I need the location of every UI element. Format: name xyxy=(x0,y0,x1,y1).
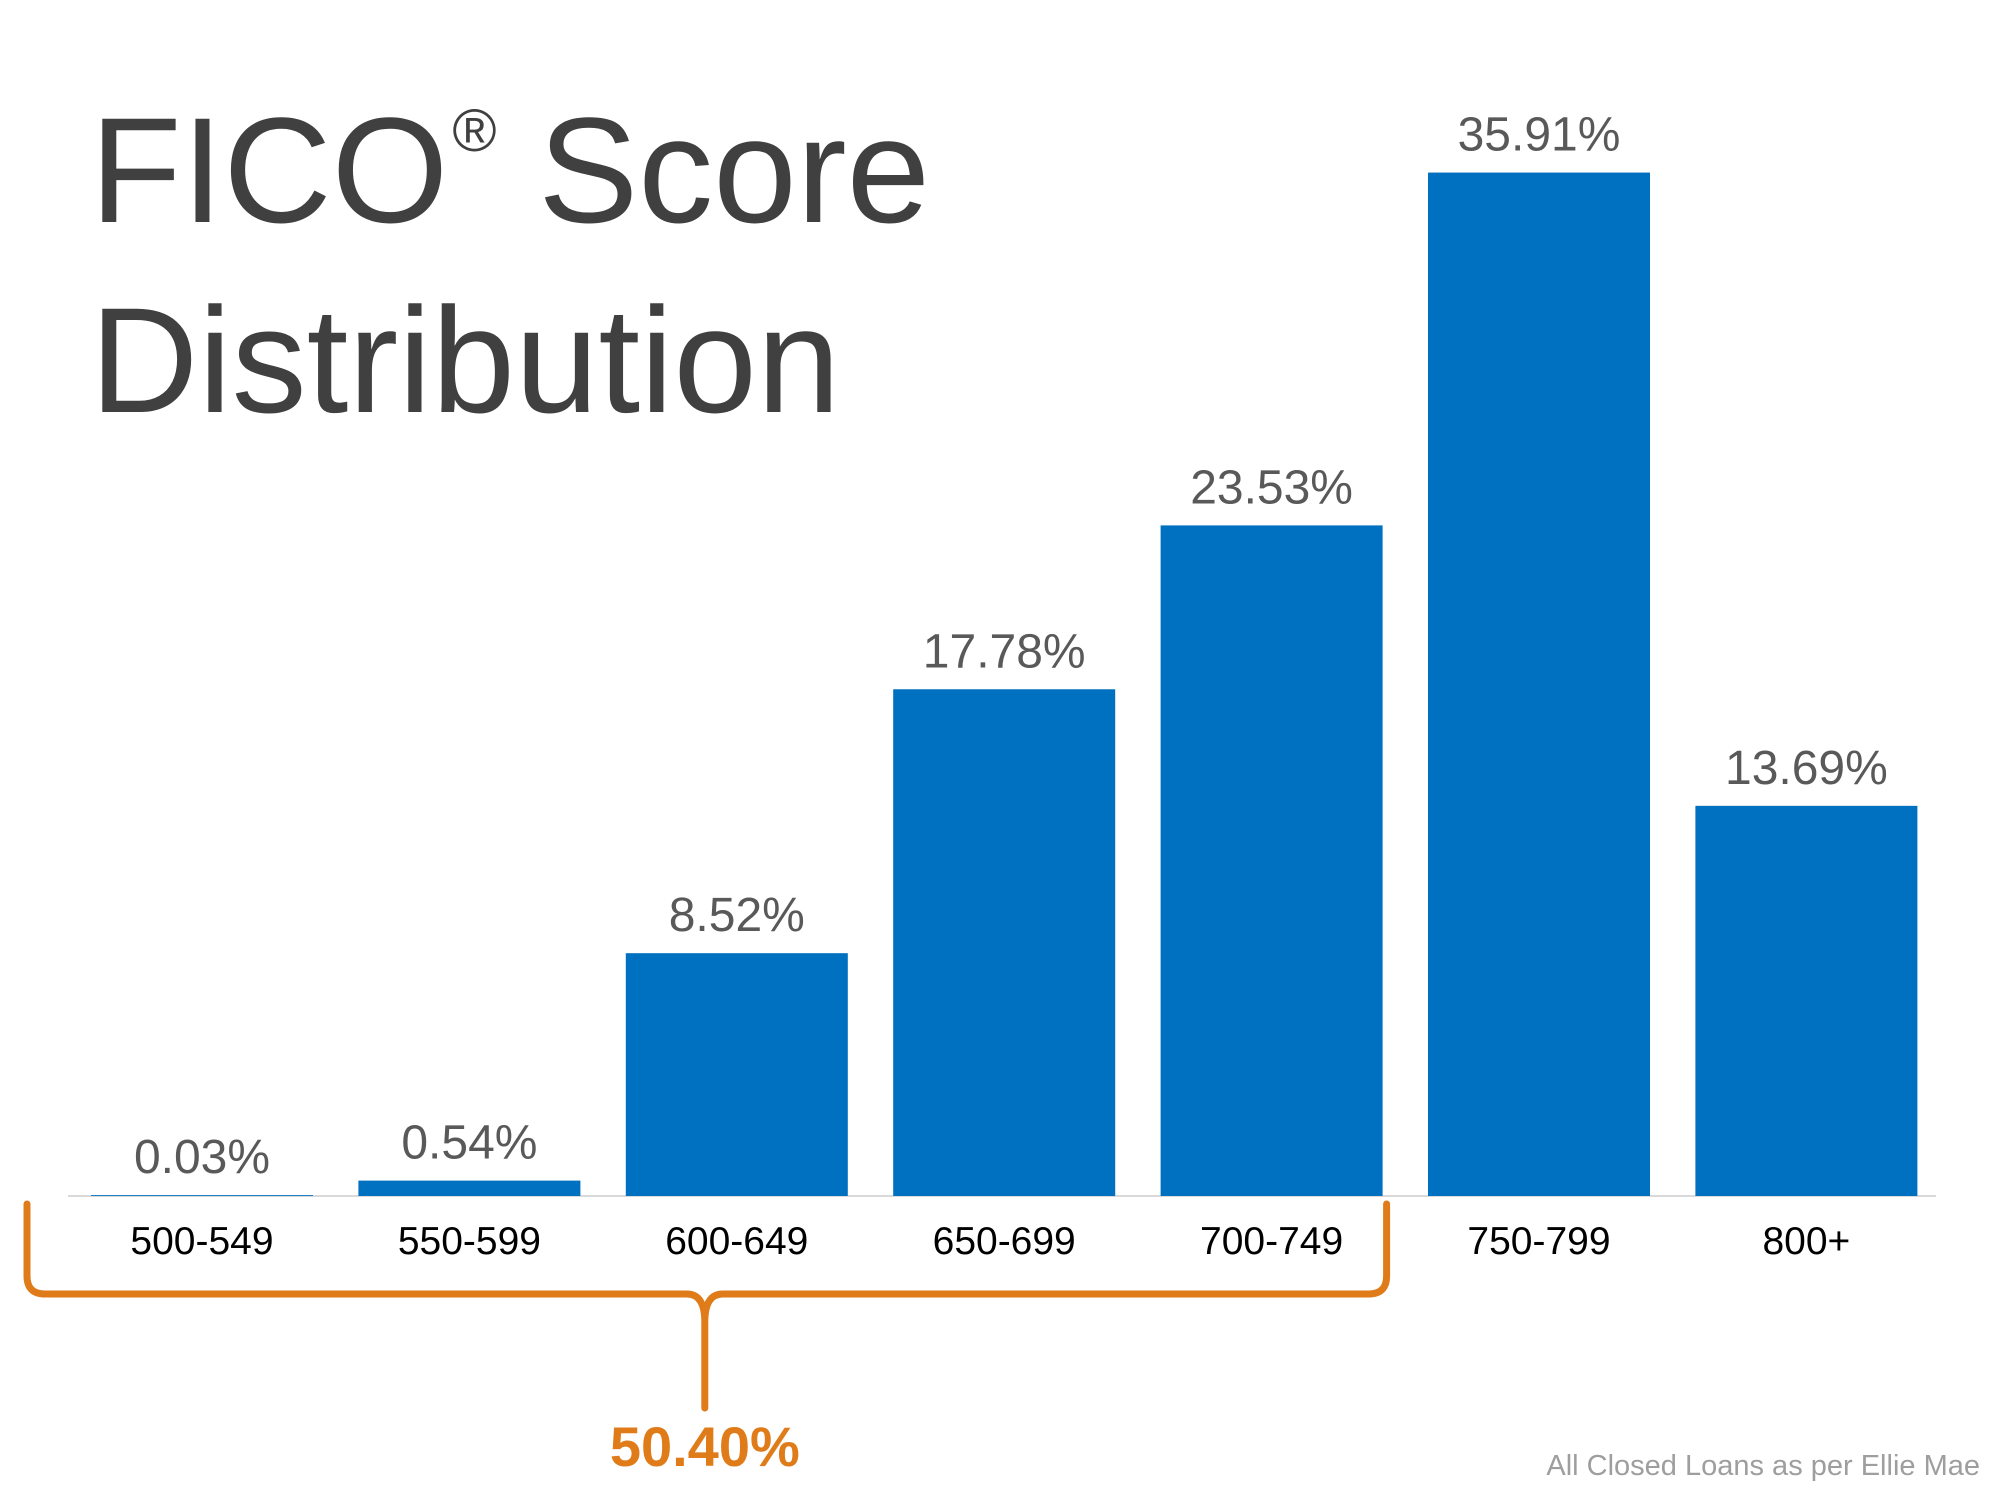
bar-650-699 xyxy=(893,689,1116,1196)
tick-label-700-749: 700-749 xyxy=(1200,1220,1343,1263)
value-label-700-749: 23.53% xyxy=(1190,461,1353,514)
bar-500-549 xyxy=(91,1195,313,1196)
tick-label-800+: 800+ xyxy=(1762,1220,1850,1263)
title-fico: FICO xyxy=(90,86,449,254)
bar-800+ xyxy=(1695,805,1918,1196)
value-label-750-799: 35.91% xyxy=(1458,109,1621,162)
source-note: All Closed Loans as per Ellie Mae xyxy=(1546,1450,1980,1482)
tick-label-600-649: 600-649 xyxy=(665,1220,808,1263)
group-brace xyxy=(23,1200,1391,1412)
bar-750-799 xyxy=(1428,172,1650,1196)
title-line-2: Distribution xyxy=(90,276,841,444)
registered-mark: ® xyxy=(452,97,497,164)
value-label-600-649: 8.52% xyxy=(669,889,805,942)
value-label-550-599: 0.54% xyxy=(401,1117,537,1170)
tick-label-750-799: 750-799 xyxy=(1467,1220,1610,1263)
title-score: Score xyxy=(496,86,931,254)
value-label-500-549: 0.03% xyxy=(134,1131,270,1184)
bar-550-599 xyxy=(358,1180,581,1196)
value-label-650-699: 17.78% xyxy=(923,625,1086,678)
tick-label-500-549: 500-549 xyxy=(130,1220,273,1263)
title-line-1: FICO® Score xyxy=(90,95,930,245)
tick-label-550-599: 550-599 xyxy=(398,1220,541,1263)
bar-700-749 xyxy=(1160,525,1383,1196)
bar-600-649 xyxy=(625,953,848,1196)
group-total-label: 50.40% xyxy=(610,1415,800,1478)
value-label-800+: 13.69% xyxy=(1725,742,1888,795)
tick-label-650-699: 650-699 xyxy=(933,1220,1076,1263)
